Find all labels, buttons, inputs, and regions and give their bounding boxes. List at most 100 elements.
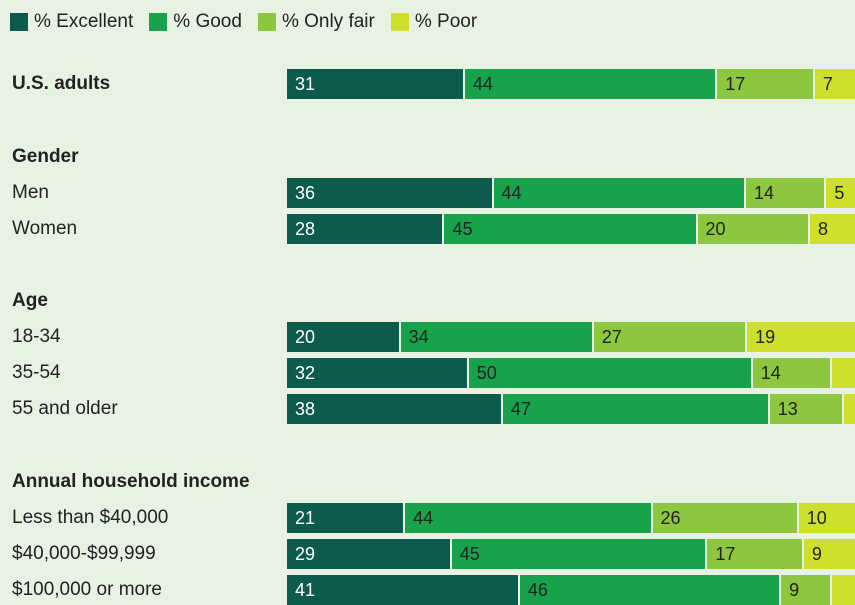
- legend-swatch-good: [149, 13, 168, 31]
- bar-segment-good: 45: [451, 539, 708, 569]
- data-label-good: 34: [408, 327, 429, 347]
- legend-label-poor: % Poor: [414, 11, 478, 32]
- data-label-excellent: 32: [295, 363, 316, 383]
- row-label-less-than-40-000: Less than $40,000: [12, 507, 169, 528]
- bar-segment-good: 45: [444, 214, 698, 244]
- data-label-only-fair: 20: [705, 219, 726, 239]
- legend-swatch-excellent: [10, 13, 28, 31]
- data-label-only-fair: 9: [789, 580, 800, 600]
- data-label-good: 44: [472, 74, 493, 94]
- data-label-good: 44: [413, 508, 434, 528]
- row-label-40-000-99-999: $40,000-$99,999: [12, 543, 156, 564]
- data-label-excellent: 31: [295, 74, 316, 94]
- bar-segment-poor: [843, 394, 855, 424]
- data-label-only-fair: 26: [660, 508, 681, 528]
- bar-segment-good: 44: [493, 178, 746, 208]
- bar-segment-excellent: 20: [287, 322, 401, 352]
- data-label-good: 44: [501, 183, 522, 203]
- row-label-55-and-older: 55 and older: [12, 398, 118, 419]
- data-label-excellent: 29: [295, 544, 316, 564]
- bar-segment-good: 44: [464, 69, 718, 99]
- bar-segment-only-fair: 27: [593, 322, 748, 352]
- group-heading-age: Age: [12, 290, 48, 311]
- bar-segment-poor: [832, 358, 855, 388]
- data-label-only-fair: 17: [725, 74, 746, 94]
- bar-40-000-99-999: 29 45 17 9: [287, 539, 855, 569]
- bar-segment-only-fair: 13: [769, 394, 844, 424]
- bar-segment-poor: 5: [826, 178, 855, 208]
- bar-less-than-40-000: 21 44 26 10: [287, 503, 855, 533]
- legend: % Excellent % Good % Only fair % Poor: [10, 9, 493, 35]
- data-label-only-fair: 27: [601, 327, 622, 347]
- legend-swatch-only-fair: [257, 13, 276, 31]
- row-label-35-54: 35-54: [12, 362, 61, 383]
- bar-segment-excellent: 21: [287, 503, 406, 533]
- bar-women: 28 45 20 8: [287, 214, 855, 244]
- data-label-excellent: 21: [295, 508, 316, 528]
- bar-segment-poor: [832, 575, 855, 605]
- bar-segment-poor: 10: [798, 503, 855, 533]
- bar-segment-only-fair: 26: [652, 503, 799, 533]
- data-label-good: 45: [452, 219, 473, 239]
- bar-segment-good: 47: [502, 394, 770, 424]
- bar-segment-poor: 9: [803, 539, 855, 569]
- row-label-18-34: 18-34: [12, 326, 61, 347]
- bar-segment-good: 34: [400, 322, 594, 352]
- bar-35-54: 32 50 14: [287, 358, 855, 388]
- data-label-poor: 5: [834, 183, 845, 203]
- legend-item-excellent: % Excellent: [10, 11, 133, 33]
- legend-item-only-fair: % Only fair: [257, 11, 375, 33]
- bar-100-000-or-more: 41 46 9: [287, 575, 855, 605]
- bar-segment-good: 50: [468, 358, 753, 388]
- row-label-women: Women: [12, 218, 78, 239]
- data-label-good: 46: [527, 580, 548, 600]
- data-label-poor: 8: [818, 219, 829, 239]
- bar-segment-good: 44: [405, 503, 653, 533]
- bar-55-and-older: 38 47 13: [287, 394, 855, 424]
- data-label-only-fair: 14: [760, 363, 781, 383]
- bar-segment-poor: 19: [747, 322, 855, 352]
- legend-item-good: % Good: [149, 11, 242, 33]
- data-label-good: 45: [459, 544, 480, 564]
- bar-segment-excellent: 32: [287, 358, 469, 388]
- bar-segment-only-fair: 14: [752, 358, 833, 388]
- row-label-u-s-adults: U.S. adults: [12, 73, 111, 94]
- data-label-excellent: 20: [295, 327, 316, 347]
- legend-item-poor: % Poor: [390, 11, 478, 33]
- group-heading-gender: Gender: [12, 146, 79, 167]
- bar-segment-only-fair: 9: [781, 575, 833, 605]
- bar-segment-excellent: 41: [287, 575, 520, 605]
- bar-segment-good: 46: [519, 575, 782, 605]
- bar-18-34: 20 34 27 19: [287, 322, 855, 352]
- bar-segment-excellent: 38: [287, 394, 503, 424]
- bar-segment-only-fair: 17: [707, 539, 804, 569]
- data-label-only-fair: 13: [777, 399, 798, 419]
- data-label-good: 47: [510, 399, 531, 419]
- legend-swatch-poor: [390, 13, 409, 31]
- bar-segment-poor: 8: [810, 214, 855, 244]
- data-label-good: 50: [476, 363, 497, 383]
- group-heading-annual-household-income: Annual household income: [12, 471, 250, 492]
- data-label-only-fair: 14: [753, 183, 775, 203]
- data-label-poor: 7: [822, 74, 833, 94]
- data-label-poor: 10: [806, 508, 827, 528]
- bar-segment-only-fair: 17: [717, 69, 815, 99]
- bar-segment-excellent: 36: [287, 178, 494, 208]
- row-label-men: Men: [12, 182, 49, 203]
- bar-segment-only-fair: 14: [745, 178, 827, 208]
- data-label-excellent: 41: [295, 580, 316, 600]
- data-label-poor: 19: [755, 327, 776, 347]
- data-label-only-fair: 17: [715, 544, 736, 564]
- row-label-100-000-or-more: $100,000 or more: [12, 579, 162, 600]
- legend-label-only-fair: % Only fair: [281, 11, 375, 32]
- bar-segment-only-fair: 20: [697, 214, 810, 244]
- data-label-excellent: 36: [295, 183, 316, 203]
- data-label-excellent: 38: [295, 399, 316, 419]
- legend-label-excellent: % Excellent: [34, 11, 134, 32]
- data-label-poor: 9: [811, 544, 822, 564]
- legend-label-good: % Good: [173, 11, 242, 32]
- data-label-excellent: 28: [295, 219, 316, 239]
- bar-segment-poor: 7: [814, 69, 855, 99]
- bar-segment-excellent: 31: [287, 69, 465, 99]
